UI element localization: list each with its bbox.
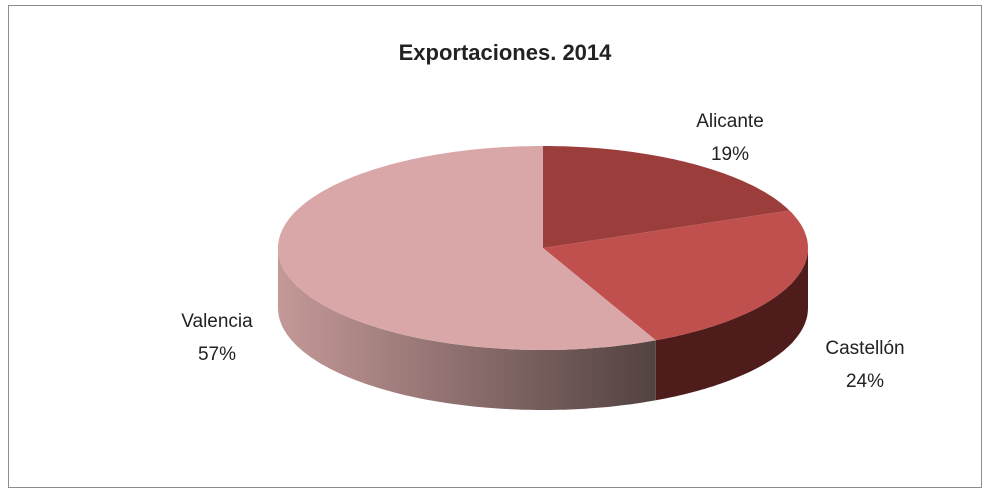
data-label-value: 57% [198, 344, 236, 365]
data-label-category: Castellón [825, 338, 904, 359]
data-label-value: 19% [711, 144, 749, 165]
pie-slice [543, 210, 808, 341]
pie-slice-side [655, 248, 808, 401]
chart-title: Exportaciones. 2014 [399, 40, 613, 65]
data-label-value: 24% [846, 371, 884, 392]
pie-slice [278, 146, 656, 350]
pie-slice [543, 146, 790, 248]
data-label-category: Valencia [181, 311, 253, 332]
data-label-category: Alicante [696, 111, 764, 132]
pie-slice-side [278, 248, 656, 410]
